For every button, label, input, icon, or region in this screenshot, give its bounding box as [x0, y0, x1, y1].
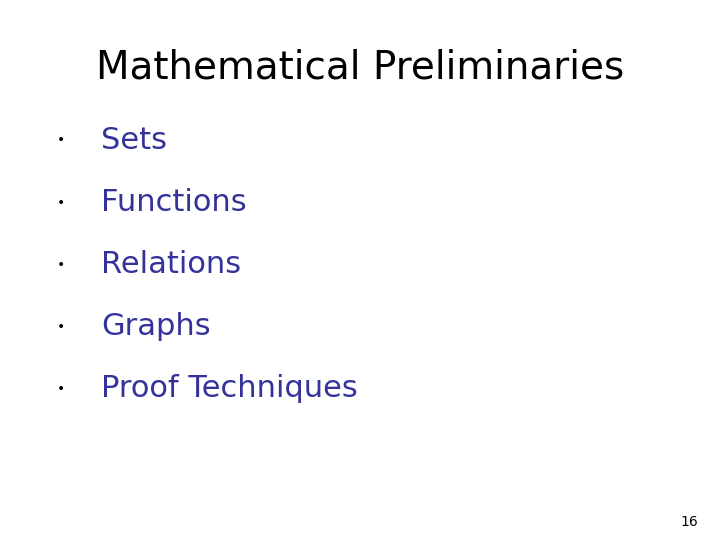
Text: 16: 16	[680, 515, 698, 529]
Text: •: •	[57, 258, 66, 272]
Text: Functions: Functions	[101, 188, 246, 217]
Text: Proof Techniques: Proof Techniques	[101, 374, 358, 403]
Text: •: •	[57, 382, 66, 396]
Text: •: •	[57, 133, 66, 147]
Text: Graphs: Graphs	[101, 312, 210, 341]
Text: •: •	[57, 195, 66, 210]
Text: •: •	[57, 320, 66, 334]
Text: Sets: Sets	[101, 126, 167, 155]
Text: Relations: Relations	[101, 250, 241, 279]
Text: Mathematical Preliminaries: Mathematical Preliminaries	[96, 49, 624, 86]
